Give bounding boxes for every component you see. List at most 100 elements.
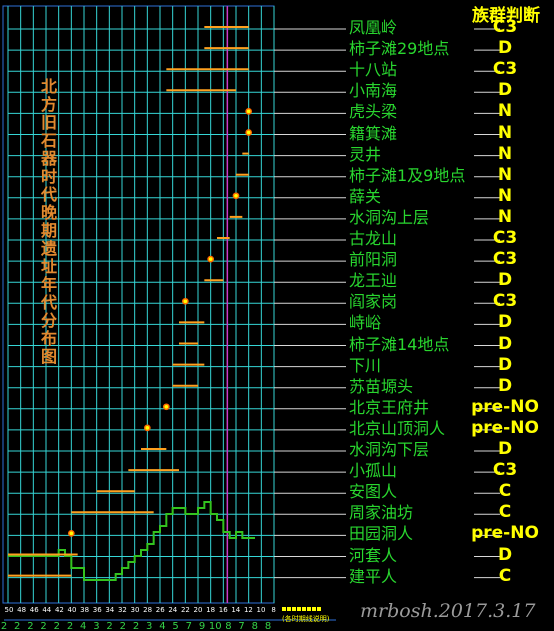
group-label: D <box>497 544 513 565</box>
group-label: pre-NO <box>471 523 539 544</box>
site-name: 苏苗塬头 <box>349 376 414 396</box>
stage-label: 4 <box>80 621 86 631</box>
age-point <box>162 403 170 411</box>
group-label: C3 <box>492 249 518 270</box>
site-name: 虎头梁 <box>349 102 398 122</box>
group-label: D <box>497 439 513 459</box>
legend-square <box>297 607 301 611</box>
site-name: 柿子滩1及9地点 <box>349 165 466 185</box>
x-tick-label: 8 <box>271 606 275 614</box>
stage-label: 3 <box>93 621 99 631</box>
group-label: N <box>497 206 513 227</box>
group-header: 族群判断 <box>472 6 540 26</box>
chart-title-vertical: 北方旧石器时代晚期遗址年代分布图 <box>40 77 57 366</box>
legend-square <box>292 607 296 611</box>
site-name: 河套人 <box>349 545 398 565</box>
group-label: N <box>497 122 513 143</box>
stage-label: 2 <box>120 621 126 631</box>
group-label: C3 <box>492 460 518 481</box>
group-label: pre-NO <box>471 417 539 438</box>
x-tick-label: 38 <box>80 606 89 614</box>
group-label: C3 <box>492 228 518 248</box>
legend-square <box>312 607 316 611</box>
x-tick-label: 16 <box>219 606 228 614</box>
x-tick-label: 26 <box>156 606 165 614</box>
legend-square <box>317 607 321 611</box>
group-label: C <box>498 481 512 502</box>
group-label: C3 <box>492 17 518 37</box>
x-tick-label: 10 <box>257 606 266 614</box>
age-point <box>232 192 240 200</box>
stage-label: 10 <box>209 621 222 631</box>
x-tick-label: 22 <box>181 606 190 614</box>
site-name: 下川 <box>349 355 382 375</box>
site-name: 北京山顶洞人 <box>349 418 446 438</box>
stage-label: 8 <box>252 621 258 631</box>
site-name: 薛关 <box>349 186 382 206</box>
site-name: 凤凰岭 <box>349 18 398 37</box>
stage-label: 2 <box>1 621 7 631</box>
stage-label: 7 <box>238 621 244 631</box>
x-tick-label: 40 <box>68 606 77 614</box>
axis-note: (各时期线说明) <box>282 615 330 623</box>
site-name: 峙峪 <box>349 313 382 333</box>
site-name: 籍箕滩 <box>349 123 398 143</box>
x-tick-label: 48 <box>17 606 26 614</box>
x-tick-label: 14 <box>231 606 240 614</box>
site-name: 柿子滩14地点 <box>349 334 450 354</box>
site-name: 田园洞人 <box>349 524 414 544</box>
group-label: pre-NO <box>471 396 539 417</box>
site-name: 柿子滩29地点 <box>349 39 450 59</box>
stage-label: 8 <box>225 621 231 631</box>
x-tick-label: 24 <box>168 606 177 614</box>
x-tick-label: 34 <box>105 606 114 614</box>
age-point <box>143 424 151 432</box>
site-name: 安图人 <box>349 482 398 502</box>
group-label: N <box>497 185 513 206</box>
stage-label: 2 <box>67 621 73 631</box>
group-label: C3 <box>492 291 518 312</box>
x-tick-label: 12 <box>244 606 253 614</box>
site-name: 小孤山 <box>349 461 398 481</box>
legend-square <box>282 607 286 611</box>
site-name: 十八站 <box>349 60 398 80</box>
group-label: D <box>497 312 513 333</box>
age-point <box>245 108 253 115</box>
site-name: 龙王辿 <box>349 271 398 291</box>
x-tick-label: 18 <box>206 606 215 614</box>
group-label: C <box>498 565 512 586</box>
legend-square <box>287 607 291 611</box>
stage-label: 2 <box>133 621 139 631</box>
group-label: D <box>497 80 513 101</box>
site-name: 周家油坊 <box>349 503 414 523</box>
legend-square <box>307 607 311 611</box>
stage-label: 9 <box>199 621 205 631</box>
group-label: C <box>498 502 512 523</box>
x-tick-label: 30 <box>131 606 140 614</box>
group-label: D <box>497 375 513 396</box>
group-label: N <box>497 101 513 122</box>
group-label: D <box>497 354 513 375</box>
x-tick-label: 20 <box>194 606 203 614</box>
site-name: 古龙山 <box>349 229 398 248</box>
x-tick-label: 44 <box>42 606 51 614</box>
signature: mrbosh.2017.3.17 <box>360 600 536 622</box>
group-label: D <box>497 333 513 354</box>
group-label: N <box>497 164 513 185</box>
stage-label: 2 <box>106 621 112 631</box>
climate-curve <box>8 501 255 581</box>
group-label: D <box>497 270 513 291</box>
stage-label: 8 <box>265 621 271 631</box>
age-point <box>245 129 253 136</box>
age-point <box>207 255 215 263</box>
site-name: 灵井 <box>349 144 382 164</box>
group-label: D <box>497 38 513 59</box>
site-name: 前阳洞 <box>349 250 398 270</box>
stage-label: 3 <box>146 621 152 631</box>
site-name: 北京王府井 <box>349 397 430 417</box>
stage-label: 2 <box>27 621 33 631</box>
legend-square <box>302 607 306 611</box>
x-tick-label: 42 <box>55 606 64 614</box>
